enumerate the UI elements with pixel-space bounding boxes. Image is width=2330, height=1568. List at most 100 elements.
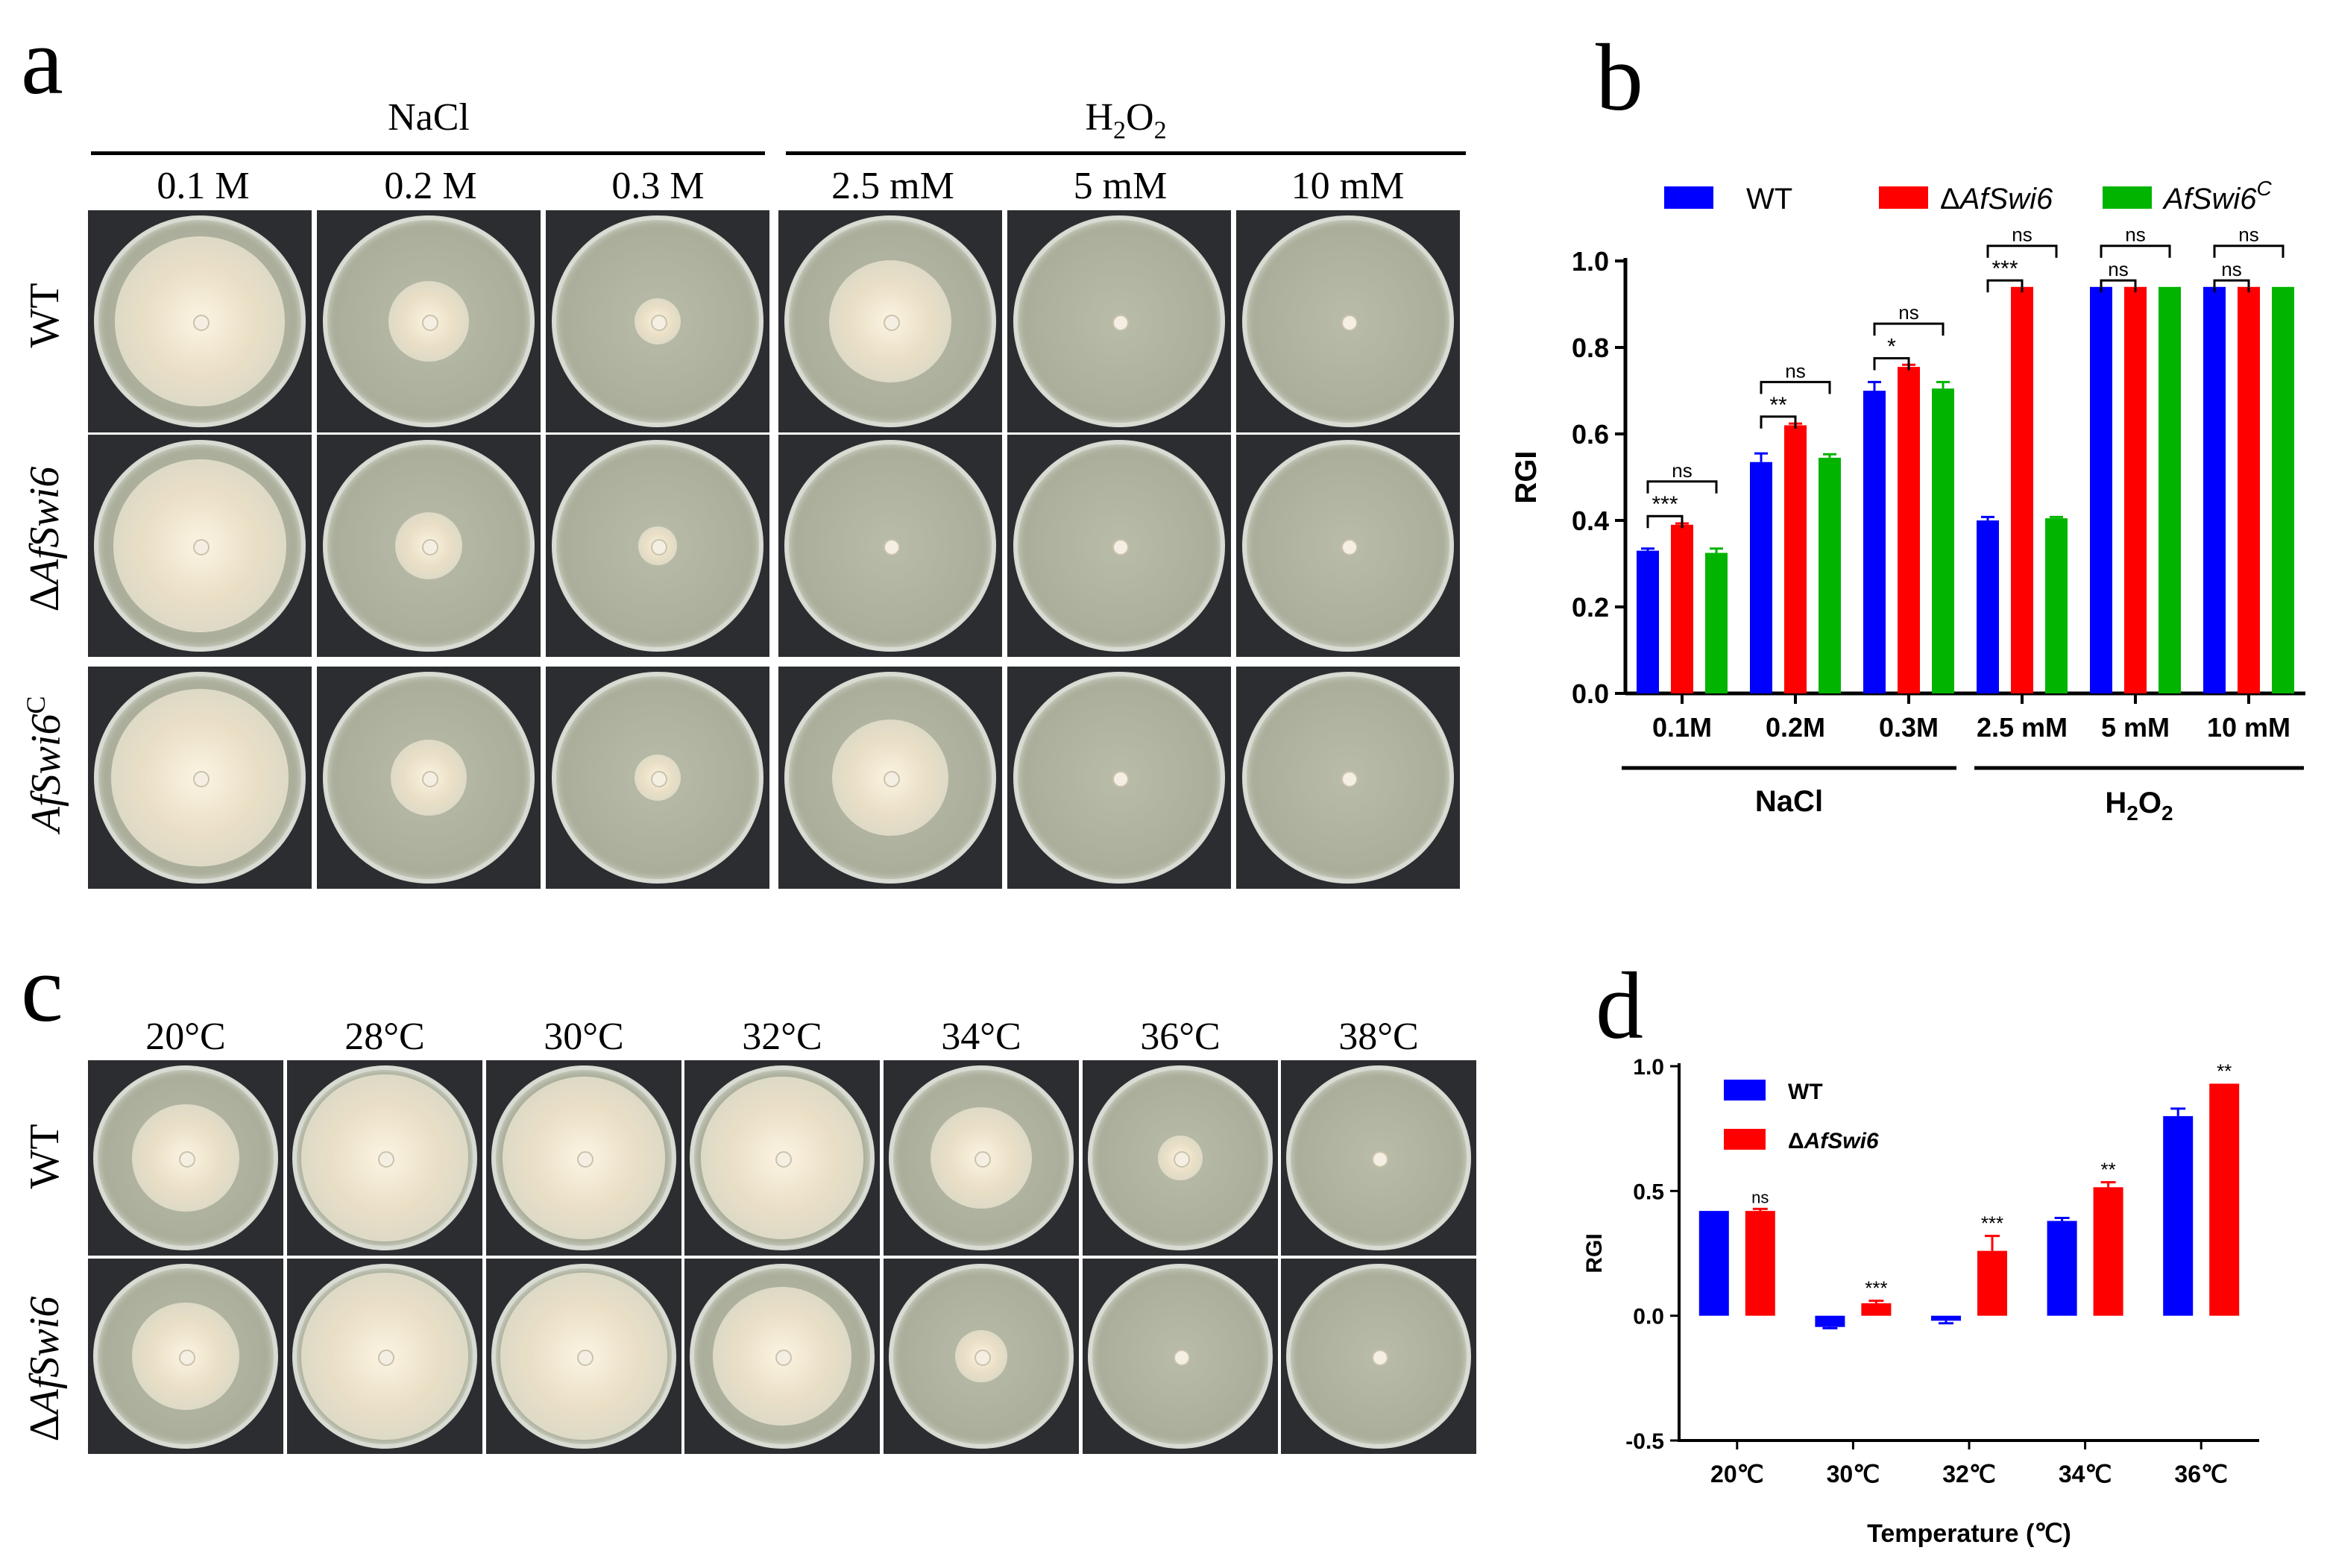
panel-a-col-header: 2.5 mM bbox=[831, 165, 954, 207]
plate-tile bbox=[317, 210, 541, 432]
x-tick-label: 0.2M bbox=[1766, 712, 1825, 743]
bar bbox=[2272, 286, 2294, 693]
significance-label: *** bbox=[1652, 492, 1678, 517]
panel-a-group-h2o2: H2O2 bbox=[1085, 96, 1167, 145]
inoculum-plug bbox=[179, 1151, 195, 1168]
y-tick-label: 0.0 bbox=[1572, 678, 1609, 709]
panel-label-d: d bbox=[1596, 953, 1643, 1059]
plate-tile bbox=[1236, 435, 1460, 657]
x-tick-label: 0.3M bbox=[1879, 712, 1939, 743]
plate-tile bbox=[1236, 667, 1460, 889]
significance-bracket bbox=[1646, 480, 1718, 494]
inoculum-plug bbox=[1341, 771, 1358, 787]
legend-swatch bbox=[1879, 186, 1928, 209]
panel-c-col-header: 28°C bbox=[344, 1016, 425, 1058]
inoculum-plug bbox=[884, 315, 900, 331]
plate-tile bbox=[88, 667, 312, 889]
plate-tile bbox=[88, 435, 312, 657]
panel-a-col-header: 0.3 M bbox=[611, 165, 705, 207]
y-tick-label: 1.0 bbox=[1572, 246, 1609, 277]
significance-bracket bbox=[1760, 380, 1831, 394]
plate-tile bbox=[884, 1259, 1079, 1454]
panel-c-col-header: 38°C bbox=[1338, 1016, 1419, 1058]
significance-label: ** bbox=[1769, 393, 1787, 418]
panel-a-nacl-rule bbox=[91, 151, 765, 155]
legend-label-wt: WT bbox=[1746, 183, 1792, 215]
inoculum-plug bbox=[193, 539, 210, 555]
significance-bracket bbox=[1760, 415, 1797, 429]
plate-tile bbox=[884, 1060, 1079, 1256]
significance-bracket bbox=[2213, 279, 2250, 293]
plate-tile bbox=[778, 667, 1002, 889]
bar bbox=[1898, 367, 1920, 693]
inoculum-plug bbox=[1341, 315, 1358, 331]
significance-label: ns bbox=[2221, 258, 2241, 280]
bar bbox=[2159, 286, 2181, 693]
panel-a-col-header: 10 mM bbox=[1291, 165, 1405, 207]
legend-swatch bbox=[2103, 186, 2152, 209]
inoculum-plug bbox=[775, 1151, 792, 1168]
legend-swatch bbox=[1664, 186, 1713, 209]
inoculum-plug bbox=[179, 1350, 195, 1366]
inoculum-plug bbox=[1372, 1350, 1388, 1366]
inoculum-plug bbox=[1112, 539, 1129, 555]
plate-tile bbox=[88, 210, 312, 432]
legend-label-mutant: ΔAfSwi6 bbox=[1940, 183, 2053, 215]
panel-c-row-label-wt: WT bbox=[22, 1124, 68, 1189]
plate-tile bbox=[1083, 1060, 1278, 1256]
inoculum-plug bbox=[651, 771, 667, 787]
plate-tile bbox=[287, 1259, 482, 1454]
y-tick-label: 0.8 bbox=[1572, 333, 1609, 363]
inoculum-plug bbox=[577, 1151, 593, 1168]
inoculum-plug bbox=[193, 315, 210, 331]
y-tick-label: 0.2 bbox=[1572, 592, 1609, 623]
significance-bracket bbox=[2100, 245, 2171, 258]
significance-bracket bbox=[2213, 245, 2285, 258]
plate-tile bbox=[317, 667, 541, 889]
x-tick-label: 0.1M bbox=[1652, 712, 1712, 743]
panel-a-col-header: 0.1 M bbox=[157, 165, 250, 207]
significance-bracket bbox=[1873, 357, 1910, 371]
inoculum-plug bbox=[422, 539, 438, 555]
significance-label: ns bbox=[2108, 258, 2128, 280]
plate-tile bbox=[778, 435, 1002, 657]
plate-tile bbox=[486, 1259, 681, 1454]
panel-a-col-header: 5 mM bbox=[1073, 165, 1168, 207]
panel-label-b: b bbox=[1596, 25, 1643, 130]
significance-bracket bbox=[1646, 514, 1684, 529]
inoculum-plug bbox=[974, 1350, 991, 1366]
bar bbox=[1932, 388, 1954, 693]
petri-dish bbox=[1088, 1264, 1273, 1449]
plate-tile bbox=[1083, 1259, 1278, 1454]
x-tick-label: 5 mM bbox=[2101, 712, 2170, 743]
significance-label: ns bbox=[2125, 224, 2145, 246]
inoculum-plug bbox=[1372, 1151, 1388, 1168]
inoculum-plug bbox=[1174, 1350, 1190, 1366]
significance-bracket bbox=[1986, 245, 2058, 258]
bar bbox=[2090, 286, 2112, 693]
plate-tile bbox=[287, 1060, 482, 1256]
panel-label-c: c bbox=[21, 936, 63, 1042]
y-tick-label: 0.4 bbox=[1572, 506, 1609, 536]
bar bbox=[1637, 550, 1659, 693]
y-axis-label: RGI bbox=[1510, 450, 1543, 503]
inoculum-plug bbox=[974, 1151, 991, 1168]
significance-bracket bbox=[1873, 322, 1945, 336]
inoculum-plug bbox=[1341, 539, 1358, 555]
x-tick-label: 10 mM bbox=[2207, 712, 2290, 743]
inoculum-plug bbox=[884, 539, 900, 555]
bar bbox=[2011, 286, 2033, 693]
inoculum-plug bbox=[884, 771, 900, 787]
legend-label-complement: AfSwi6C bbox=[2162, 177, 2273, 215]
plate-tile bbox=[684, 1060, 880, 1256]
x-tick-label: 2.5 mM bbox=[1977, 712, 2068, 743]
bar bbox=[2203, 286, 2226, 693]
inoculum-plug bbox=[651, 315, 667, 331]
significance-label: ns bbox=[2012, 224, 2032, 246]
group-label-h2o2: H2O2 bbox=[2105, 787, 2173, 825]
bar bbox=[1977, 520, 1999, 693]
plate-tile bbox=[546, 435, 769, 657]
inoculum-plug bbox=[422, 771, 438, 787]
panel-label-a: a bbox=[21, 8, 63, 114]
